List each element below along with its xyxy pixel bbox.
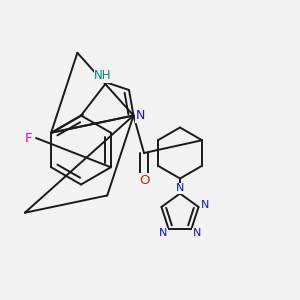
Text: N: N [159,228,167,238]
Text: O: O [139,173,149,187]
Text: N: N [135,109,145,122]
Text: N: N [176,183,184,193]
Text: F: F [25,131,32,145]
Text: N: N [193,228,201,238]
Text: N: N [201,200,209,210]
Text: NH: NH [94,69,112,82]
